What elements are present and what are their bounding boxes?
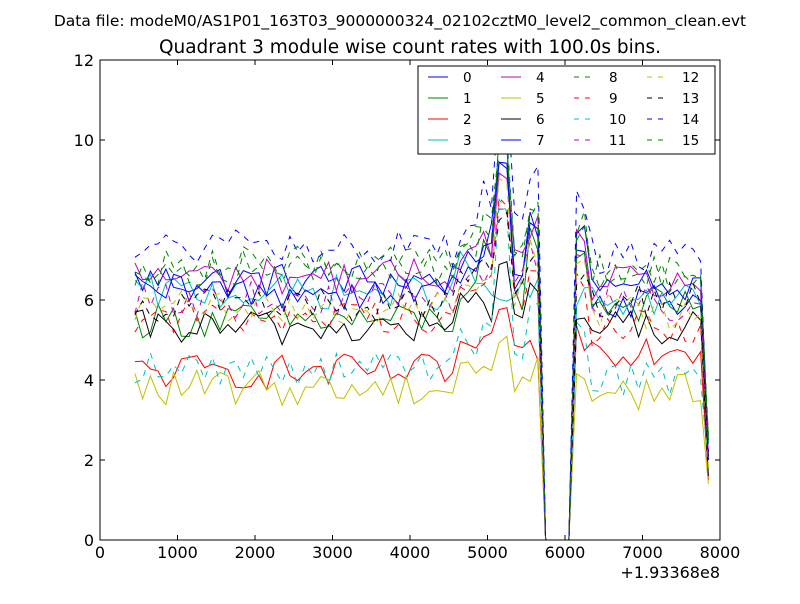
y-tick-label: 0 bbox=[84, 531, 94, 550]
x-tick-label: 8000 bbox=[700, 543, 741, 562]
y-tick-label: 12 bbox=[74, 51, 94, 70]
y-tick-label: 8 bbox=[84, 211, 94, 230]
series-line-10 bbox=[134, 197, 709, 541]
x-offset-label: +1.93368e8 bbox=[620, 563, 720, 582]
x-tick-label: 7000 bbox=[622, 543, 663, 562]
legend-label-10: 10 bbox=[609, 112, 626, 128]
legend-label-12: 12 bbox=[682, 70, 699, 86]
y-tick-label: 2 bbox=[84, 451, 94, 470]
legend-label-6: 6 bbox=[536, 112, 545, 128]
chart-title: Quadrant 3 module wise count rates with … bbox=[159, 37, 661, 58]
legend-label-14: 14 bbox=[682, 112, 699, 128]
legend-label-15: 15 bbox=[682, 133, 699, 149]
x-tick-label: 0 bbox=[95, 543, 105, 562]
legend-label-11: 11 bbox=[609, 133, 626, 149]
series-line-6 bbox=[134, 261, 709, 541]
y-tick-label: 6 bbox=[84, 291, 94, 310]
legend-label-4: 4 bbox=[536, 70, 545, 86]
series-line-14 bbox=[134, 89, 709, 541]
x-tick-label: 1000 bbox=[157, 543, 198, 562]
x-tick-label: 2000 bbox=[235, 543, 276, 562]
x-tick-label: 6000 bbox=[545, 543, 586, 562]
legend-label-13: 13 bbox=[682, 91, 699, 107]
series-line-15 bbox=[134, 146, 709, 541]
legend-label-5: 5 bbox=[536, 91, 545, 107]
chart-suptitle: Data file: modeM0/AS1P01_163T03_90000003… bbox=[54, 12, 746, 31]
legend-frame bbox=[417, 65, 716, 155]
legend-label-9: 9 bbox=[609, 91, 618, 107]
legend-label-0: 0 bbox=[463, 70, 472, 86]
series-line-12 bbox=[134, 177, 709, 541]
series-line-5 bbox=[134, 335, 709, 541]
legend-label-8: 8 bbox=[609, 70, 618, 86]
legend-label-1: 1 bbox=[463, 91, 472, 107]
y-tick-label: 10 bbox=[74, 131, 94, 150]
series-line-2 bbox=[134, 307, 709, 541]
series-line-13 bbox=[134, 211, 709, 541]
legend-label-2: 2 bbox=[463, 112, 472, 128]
y-tick-label: 4 bbox=[84, 371, 94, 390]
series-line-7 bbox=[134, 161, 709, 541]
x-tick-label: 5000 bbox=[467, 543, 508, 562]
series-group bbox=[134, 89, 709, 541]
series-line-11 bbox=[134, 208, 709, 541]
series-line-0 bbox=[134, 161, 709, 541]
legend-label-7: 7 bbox=[536, 133, 545, 149]
x-tick-label: 3000 bbox=[312, 543, 353, 562]
series-line-4 bbox=[134, 172, 709, 541]
tick-group: 0 1000 2000 3000 4000 5000 6000 7000 80000246810… bbox=[74, 51, 741, 562]
x-tick-label: 4000 bbox=[390, 543, 431, 562]
legend-label-3: 3 bbox=[463, 133, 472, 149]
series-line-3 bbox=[134, 250, 709, 541]
